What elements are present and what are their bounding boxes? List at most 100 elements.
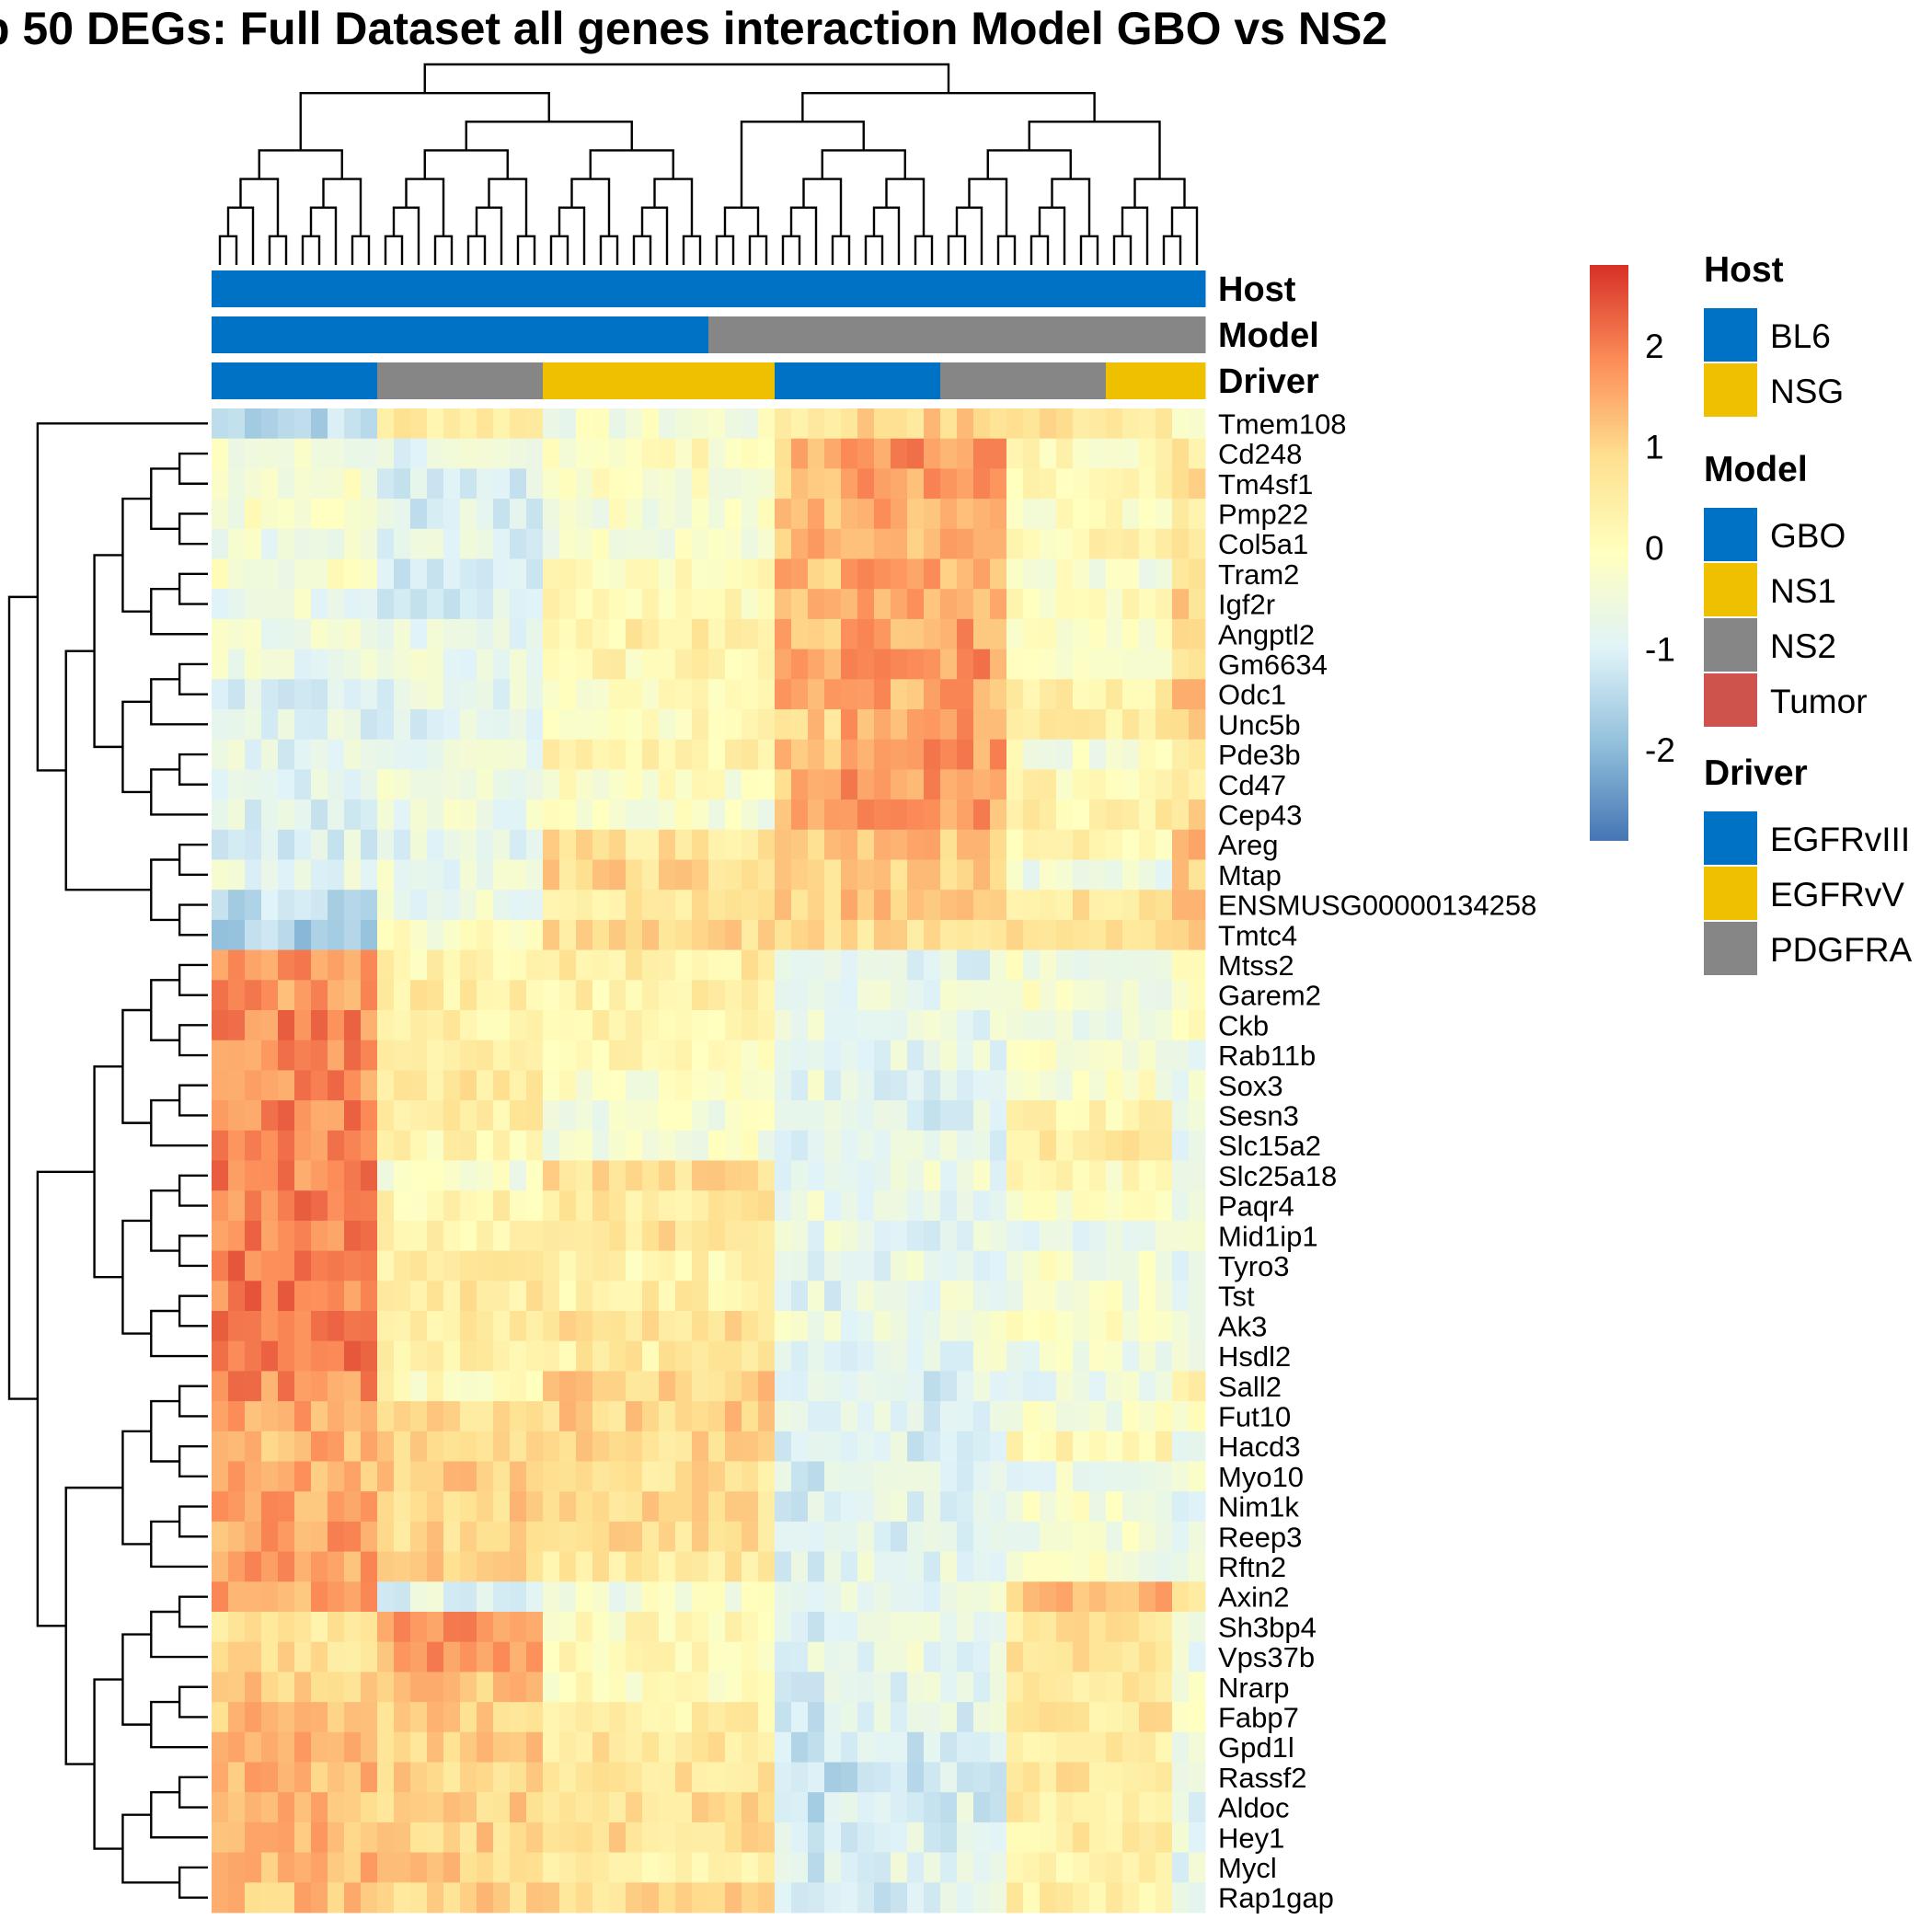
heatmap-cell (775, 709, 792, 741)
heatmap-cell (1089, 618, 1107, 649)
heatmap-cell (526, 618, 544, 649)
heatmap-cell (874, 769, 891, 800)
heatmap-cell (427, 679, 444, 710)
gene-label: Slc15a2 (1218, 1130, 1321, 1162)
heatmap-cell (1189, 1431, 1206, 1462)
heatmap-cell (609, 468, 627, 500)
heatmap-cell (543, 1160, 560, 1191)
heatmap-cell (857, 649, 875, 680)
heatmap-cell (675, 528, 693, 559)
heatmap-cell (526, 919, 544, 950)
heatmap-cell (377, 709, 395, 741)
heatmap-cell (1056, 438, 1074, 469)
heatmap-cell (1056, 1581, 1074, 1613)
heatmap-cell (1073, 1612, 1090, 1643)
heatmap-cell (559, 679, 577, 710)
heatmap-cell (808, 1130, 825, 1161)
heatmap-cell (775, 1822, 792, 1853)
heatmap-cell (526, 1581, 544, 1613)
annotation-cell (692, 362, 709, 399)
heatmap-cell (344, 1431, 362, 1462)
heatmap-cell (576, 438, 593, 469)
heatmap-cell (874, 1551, 891, 1582)
heatmap-cell (410, 1371, 428, 1402)
heatmap-cell (228, 1581, 246, 1613)
heatmap-cell (212, 1551, 229, 1582)
heatmap-cell (659, 589, 676, 620)
heatmap-cell (477, 980, 494, 1011)
heatmap-cell (642, 1010, 660, 1041)
heatmap-cell (394, 1130, 411, 1161)
heatmap-cell (1089, 980, 1107, 1011)
heatmap-cell (1122, 1010, 1140, 1041)
heatmap-cell (245, 589, 262, 620)
heatmap-cell (294, 679, 312, 710)
annotation-cell (626, 362, 643, 399)
gene-label: Col5a1 (1218, 528, 1308, 560)
heatmap-cell (725, 1702, 742, 1733)
annotation-cell (1189, 270, 1206, 307)
heatmap-cell (1106, 1792, 1123, 1823)
heatmap-cell (824, 1010, 842, 1041)
annotation-cell (1156, 362, 1173, 399)
heatmap-cell (808, 980, 825, 1011)
heatmap-cell (1056, 1521, 1074, 1552)
heatmap-cell (924, 799, 941, 831)
dendrogram-branch (1133, 178, 1186, 208)
heatmap-cell (758, 1551, 776, 1582)
heatmap-cell (1023, 528, 1041, 559)
heatmap-cell (824, 1250, 842, 1282)
heatmap-cell (924, 1461, 941, 1492)
heatmap-cell (1189, 1461, 1206, 1492)
heatmap-cell (592, 649, 610, 680)
heatmap-cell (477, 1792, 494, 1823)
heatmap-cell (1089, 1100, 1107, 1132)
heatmap-cell (394, 1461, 411, 1492)
heatmap-cell (278, 1281, 295, 1312)
heatmap-cell (576, 1070, 593, 1101)
heatmap-cell (1156, 1070, 1173, 1101)
heatmap-cell (394, 1070, 411, 1101)
heatmap-cell (1056, 1401, 1074, 1432)
heatmap-cell (294, 1641, 312, 1672)
heatmap-cell (228, 1852, 246, 1883)
heatmap-cell (1172, 1040, 1190, 1071)
heatmap-cell (841, 1371, 858, 1402)
heatmap-cell (940, 980, 958, 1011)
heatmap-cell (874, 1070, 891, 1101)
heatmap-cell (791, 1551, 809, 1582)
dendrogram-branch (178, 512, 208, 546)
heatmap-cell (990, 1160, 1007, 1191)
heatmap-cell (328, 1612, 345, 1643)
heatmap-cell (510, 1371, 527, 1402)
heatmap-cell (1189, 499, 1206, 530)
heatmap-cell (907, 1070, 925, 1101)
heatmap-cell (857, 1551, 875, 1582)
heatmap-cell (510, 679, 527, 710)
heatmap-cell (559, 1792, 577, 1823)
heatmap-cell (1089, 1220, 1107, 1251)
heatmap-cell (460, 1431, 477, 1462)
heatmap-cell (841, 649, 858, 680)
heatmap-cell (592, 438, 610, 469)
heatmap-cell (526, 1792, 544, 1823)
heatmap-cell (1172, 1340, 1190, 1372)
heatmap-cell (377, 1190, 395, 1222)
heatmap-cell (758, 709, 776, 741)
heatmap-cell (824, 859, 842, 891)
heatmap-cell (410, 829, 428, 860)
heatmap-cell (758, 1852, 776, 1883)
heatmap-cell (543, 949, 560, 981)
heatmap-cell (377, 1461, 395, 1492)
heatmap-cell (609, 890, 627, 921)
heatmap-cell (808, 1040, 825, 1071)
heatmap-cell (1006, 829, 1024, 860)
heatmap-cell (692, 1882, 709, 1914)
heatmap-cell (907, 859, 925, 891)
heatmap-cell (924, 890, 941, 921)
heatmap-cell (1172, 980, 1190, 1011)
heatmap-cell (924, 1371, 941, 1402)
heatmap-cell (1189, 980, 1206, 1011)
heatmap-cell (1023, 1281, 1041, 1312)
